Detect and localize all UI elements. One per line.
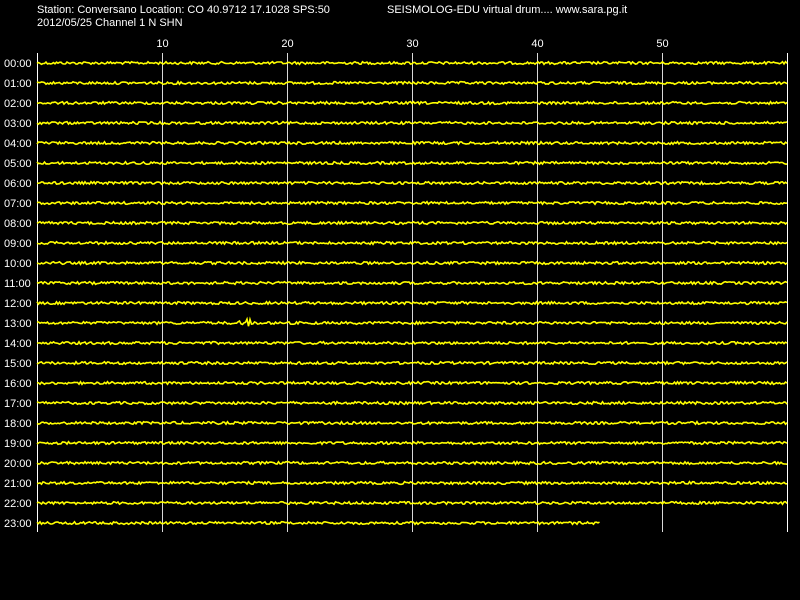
hour-label: 20:00 (4, 458, 32, 470)
seismic-trace (36, 316, 788, 327)
hour-label: 02:00 (4, 98, 32, 110)
seismic-trace (36, 480, 788, 486)
hour-label: 15:00 (4, 358, 32, 370)
seismic-trace (36, 60, 788, 66)
minute-tick-label: 20 (281, 38, 293, 50)
seismic-trace (36, 340, 788, 346)
date-channel-text: 2012/05/25 Channel 1 N SHN (37, 17, 183, 29)
seismic-trace (36, 500, 788, 506)
seismic-trace (36, 420, 788, 426)
hour-label: 09:00 (4, 238, 32, 250)
seismic-trace (36, 160, 787, 166)
seismic-trace (36, 140, 788, 146)
seismic-trace (36, 100, 788, 106)
seismic-traces (36, 60, 788, 526)
hour-label: 06:00 (4, 178, 32, 190)
hour-label: 07:00 (4, 198, 32, 210)
seismic-trace (36, 260, 788, 266)
hour-label: 01:00 (4, 78, 32, 90)
hour-label: 12:00 (4, 298, 32, 310)
seismic-trace (36, 380, 788, 386)
seismic-trace (36, 400, 788, 406)
hour-label: 21:00 (4, 478, 32, 490)
seismic-trace (36, 120, 788, 126)
seismic-trace (36, 460, 788, 466)
seismic-trace (36, 80, 788, 86)
hour-labels: 00:00 01:00 02:00 03:00 04:00 05:00 06:00 07:00… (4, 58, 32, 530)
hour-label: 10:00 (4, 258, 32, 270)
program-title-text: SEISMOLOG-EDU virtual drum.... www.sara.… (387, 4, 628, 16)
hour-label: 00:00 (4, 58, 32, 70)
hour-label: 19:00 (4, 438, 32, 450)
seismic-trace (36, 440, 788, 446)
seismic-trace (36, 240, 788, 246)
seismic-trace (36, 180, 788, 186)
hour-label: 14:00 (4, 338, 32, 350)
hour-label: 16:00 (4, 378, 32, 390)
hour-label: 05:00 (4, 158, 32, 170)
hour-label: 23:00 (4, 518, 32, 530)
seismic-trace (36, 360, 788, 366)
minute-tick-label: 40 (531, 38, 543, 50)
seismic-trace (36, 200, 788, 206)
hour-label: 17:00 (4, 398, 32, 410)
grid-lines (37, 53, 788, 532)
minute-tick-label: 10 (156, 38, 168, 50)
minute-tick-labels: 10 20 30 40 50 (156, 38, 668, 50)
hour-label: 08:00 (4, 218, 32, 230)
station-info-text: Station: Conversano Location: CO 40.9712… (37, 4, 330, 16)
seismic-trace (36, 280, 788, 286)
hour-label: 03:00 (4, 118, 32, 130)
hour-label: 04:00 (4, 138, 32, 150)
seismic-trace (36, 520, 600, 526)
minute-tick-label: 30 (406, 38, 418, 50)
minute-tick-label: 50 (656, 38, 668, 50)
hour-label: 18:00 (4, 418, 32, 430)
hour-label: 11:00 (4, 278, 31, 290)
seismic-trace (36, 220, 788, 226)
hour-label: 13:00 (4, 318, 32, 330)
hour-label: 22:00 (4, 498, 32, 510)
seismic-trace (36, 300, 788, 306)
